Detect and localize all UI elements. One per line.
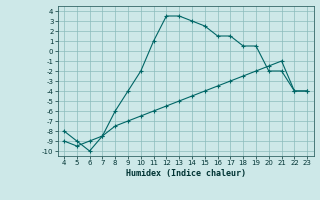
- X-axis label: Humidex (Indice chaleur): Humidex (Indice chaleur): [125, 169, 246, 178]
